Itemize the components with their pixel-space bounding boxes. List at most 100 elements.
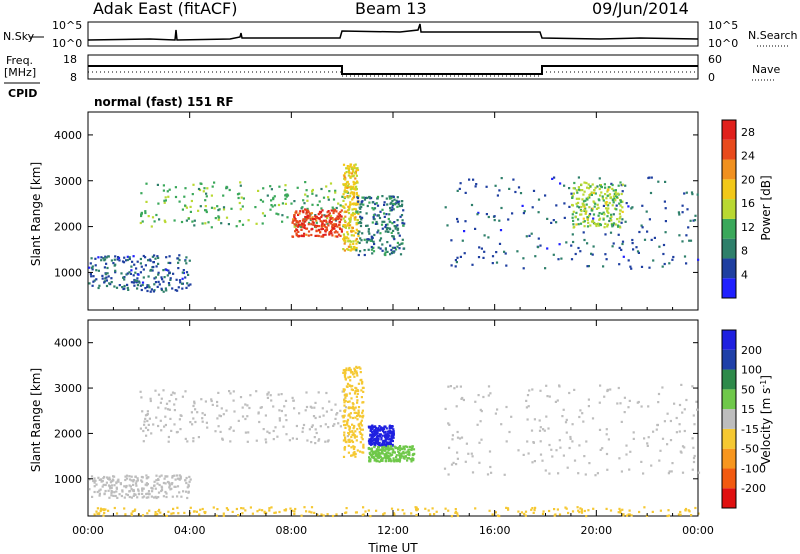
power-echo-cell <box>164 199 167 202</box>
velocity-echo-cell <box>130 512 133 515</box>
power-echo-cell <box>583 205 586 208</box>
power-echo-cell <box>148 258 151 261</box>
power-echo-cell <box>389 244 392 247</box>
velocity-echo-cell <box>656 423 659 427</box>
velocity-echo-cell <box>263 511 266 515</box>
velocity-echo-cell <box>313 406 316 409</box>
velocity-echo-cell <box>361 433 364 436</box>
velocity-echo-cell <box>126 493 129 497</box>
power-echo-cell <box>294 218 297 221</box>
power-echo-cell <box>144 256 147 259</box>
velocity-colorbar-segment <box>722 369 736 390</box>
velocity-echo-cell <box>344 396 347 399</box>
velocity-echo-cell <box>356 418 359 421</box>
power-echo-cell <box>218 208 221 211</box>
power-echo-cell <box>316 203 319 207</box>
power-echo-cell <box>353 213 356 216</box>
velocity-echo-cell <box>370 443 373 446</box>
power-echo-cell <box>305 217 308 220</box>
power-echo-cell <box>103 266 106 269</box>
power-echo-cell <box>611 183 614 187</box>
power-echo-cell <box>272 198 275 201</box>
velocity-echo-cell <box>164 490 167 494</box>
velocity-echo-cell <box>95 510 98 513</box>
power-echo-cell <box>101 277 104 280</box>
velocity-echo-cell <box>659 449 662 452</box>
velocity-echo-cell <box>272 438 275 441</box>
velocity-echo-cell <box>249 394 252 397</box>
velocity-echo-cell <box>342 455 346 458</box>
power-echo-cell <box>147 215 150 218</box>
velocity-echo-cell <box>322 514 325 517</box>
velocity-echo-cell <box>310 441 313 444</box>
velocity-echo-cell <box>385 456 388 459</box>
velocity-echo-cell <box>606 468 609 471</box>
power-echo-cell <box>577 246 580 250</box>
power-echo-cell <box>393 203 396 206</box>
velocity-echo-cell <box>349 375 352 378</box>
velocity-echo-cell <box>246 440 249 443</box>
power-echo-cell <box>349 216 352 219</box>
velocity-colorbar-tick-label: -100 <box>741 462 766 475</box>
velocity-echo-cell <box>381 430 385 433</box>
power-echo-cell <box>193 219 196 222</box>
velocity-echo-cell <box>103 492 106 495</box>
velocity-echo-cell <box>93 481 96 484</box>
power-echo-cell <box>571 216 574 219</box>
power-echo-cell <box>373 218 376 221</box>
velocity-echo-cell <box>598 401 601 404</box>
time-tick-label: 12:00 <box>377 524 409 537</box>
power-echo-cell <box>355 249 358 252</box>
power-echo-cell <box>336 225 339 228</box>
velocity-echo-cell <box>453 387 456 390</box>
power-echo-cell <box>354 170 357 173</box>
power-echo-cell <box>304 208 307 211</box>
power-echo-cell <box>589 185 592 188</box>
power-echo-cell <box>139 284 142 287</box>
velocity-echo-cell <box>658 459 661 462</box>
velocity-echo-cell <box>681 471 685 474</box>
velocity-echo-cell <box>222 512 225 515</box>
velocity-echo-cell <box>357 423 360 426</box>
velocity-echo-cell <box>351 423 354 426</box>
velocity-echo-cell <box>447 385 450 388</box>
power-echo-cell <box>550 221 553 224</box>
cpid-label: CPID <box>8 87 38 100</box>
velocity-echo-cell <box>181 395 184 398</box>
velocity-echo-cell <box>160 397 163 400</box>
velocity-echo-cell <box>358 415 362 418</box>
power-echo-cell <box>146 289 149 293</box>
power-echo-cell <box>320 215 323 219</box>
power-echo-cell <box>114 269 117 272</box>
velocity-echo-cell <box>375 432 378 436</box>
velocity-echo-cell <box>369 515 372 518</box>
power-echo-cell <box>368 238 371 241</box>
velocity-echo-cell <box>381 434 384 437</box>
power-echo-cell <box>620 248 623 251</box>
velocity-echo-cell <box>266 396 269 399</box>
power-echo-cell <box>606 194 609 197</box>
power-echo-cell <box>121 260 125 263</box>
velocity-echo-cell <box>177 512 180 515</box>
power-echo-cell <box>300 225 303 228</box>
power-echo-cell <box>385 228 389 231</box>
power-echo-cell <box>230 207 233 210</box>
power-echo-cell <box>122 276 125 279</box>
velocity-echo-cell <box>130 488 133 491</box>
velocity-echo-cell <box>370 427 373 430</box>
velocity-echo-cell <box>130 475 133 478</box>
velocity-echo-cell <box>173 485 176 488</box>
velocity-echo-cell <box>291 396 294 399</box>
power-echo-cell <box>392 202 395 206</box>
power-echo-cell <box>342 217 345 220</box>
power-echo-cell <box>346 184 349 187</box>
velocity-echo-cell <box>400 452 403 455</box>
power-echo-cell <box>349 218 352 221</box>
power-echo-cell <box>625 202 628 205</box>
power-echo-cell <box>444 206 447 209</box>
velocity-echo-cell <box>374 429 377 432</box>
power-echo-cell <box>600 185 603 188</box>
power-echo-cell <box>134 271 137 274</box>
power-colorbar-tick-label: 20 <box>741 173 755 186</box>
